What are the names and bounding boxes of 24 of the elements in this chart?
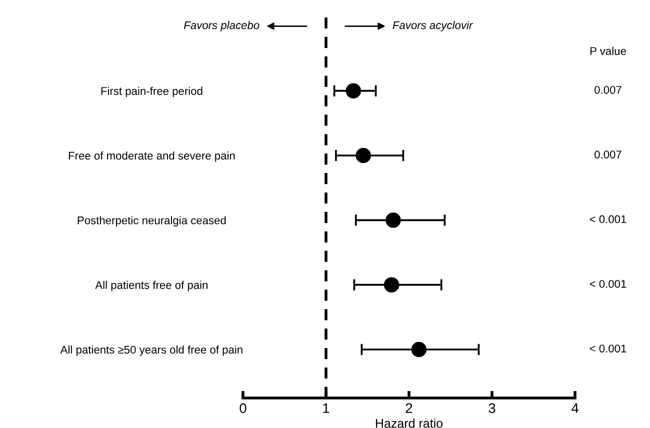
point	[346, 83, 362, 98]
point	[386, 212, 401, 228]
text: < 0.001	[590, 280, 626, 288]
point	[411, 342, 427, 358]
x-tick-label: 3	[488, 403, 496, 414]
x-tick-label: 4	[571, 403, 578, 413]
point	[356, 148, 371, 164]
y-tick-label: All patients free of pain	[95, 280, 208, 292]
x-tick-label: 2	[406, 403, 412, 413]
x-tick-label: 0	[240, 403, 246, 414]
y-tick-label: Postherpetic neuralgia ceased	[78, 216, 226, 226]
text: P value	[590, 46, 626, 55]
annotation: Favors acyclovir	[392, 20, 474, 32]
text: 0.007	[594, 150, 622, 158]
text: 0.007	[594, 86, 622, 94]
x-tick-label: 1	[323, 403, 330, 413]
text: < 0.001	[590, 344, 626, 352]
annotation: Favors placebo	[184, 20, 260, 32]
x-axis-title: Hazard ratio	[376, 418, 443, 428]
text: < 0.001	[590, 215, 626, 224]
y-tick-label: First pain-free period	[101, 86, 202, 98]
y-tick-label: Free of moderate and severe pain	[68, 151, 235, 162]
y-tick-label: All patients ≥50 years old free of pain	[60, 345, 242, 356]
point	[384, 277, 400, 292]
